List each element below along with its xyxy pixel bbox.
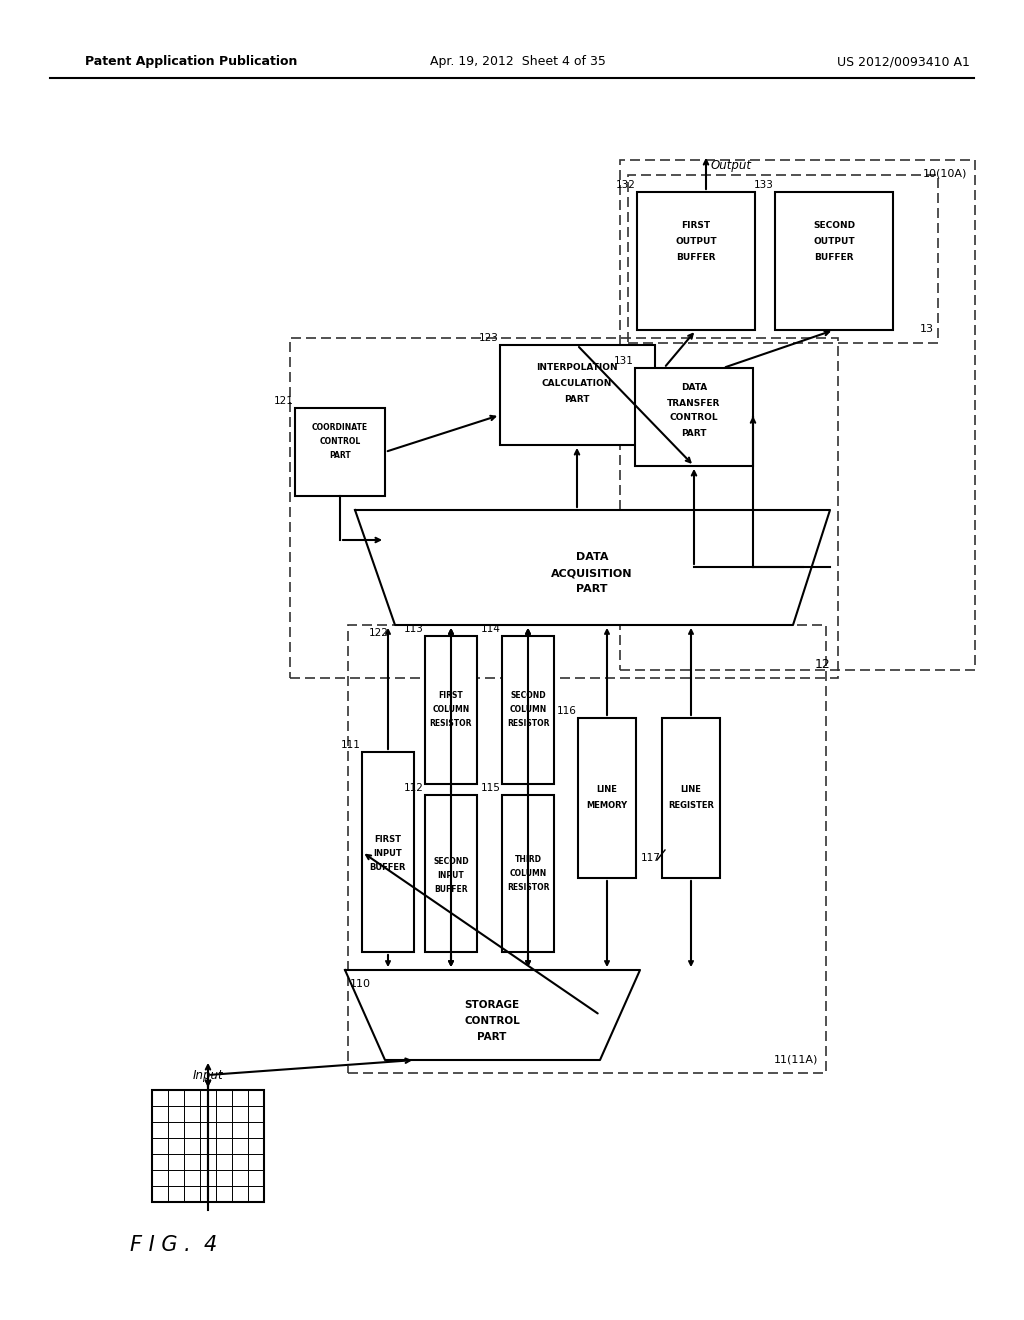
Text: 113: 113 <box>404 624 424 634</box>
Polygon shape <box>355 510 830 624</box>
Text: PART: PART <box>564 395 590 404</box>
Text: CONTROL: CONTROL <box>319 437 360 446</box>
Text: COLUMN: COLUMN <box>509 705 547 714</box>
Bar <box>348 624 826 1073</box>
Text: RESISTOR: RESISTOR <box>507 883 549 891</box>
Text: LINE: LINE <box>681 785 701 795</box>
Text: 110: 110 <box>350 979 371 989</box>
Text: Patent Application Publication: Patent Application Publication <box>85 55 297 69</box>
Text: PART: PART <box>681 429 707 437</box>
Text: US 2012/0093410 A1: US 2012/0093410 A1 <box>838 55 970 69</box>
Text: 131: 131 <box>614 356 634 366</box>
Text: BUFFER: BUFFER <box>676 253 716 263</box>
Text: 11(11A): 11(11A) <box>773 1053 818 1064</box>
Bar <box>578 718 636 878</box>
Text: COLUMN: COLUMN <box>432 705 470 714</box>
Text: MEMORY: MEMORY <box>587 801 628 810</box>
Text: TRANSFER: TRANSFER <box>668 399 721 408</box>
Text: RESISTOR: RESISTOR <box>430 719 472 729</box>
Bar <box>425 795 477 952</box>
Bar <box>152 1090 264 1203</box>
Bar <box>500 345 655 445</box>
Bar <box>662 718 720 878</box>
Text: Apr. 19, 2012  Sheet 4 of 35: Apr. 19, 2012 Sheet 4 of 35 <box>430 55 606 69</box>
Text: 132: 132 <box>616 180 636 190</box>
Text: SECOND: SECOND <box>433 857 469 866</box>
Text: 133: 133 <box>754 180 774 190</box>
Text: PART: PART <box>577 583 608 594</box>
Bar <box>502 795 554 952</box>
Text: ACQUISITION: ACQUISITION <box>551 568 633 578</box>
Text: Input: Input <box>193 1069 223 1082</box>
Text: COORDINATE: COORDINATE <box>312 424 368 433</box>
Bar <box>620 160 975 671</box>
Polygon shape <box>345 970 640 1060</box>
Text: 122: 122 <box>369 628 389 638</box>
Bar <box>628 176 938 343</box>
Text: 116: 116 <box>557 706 577 715</box>
Text: OUTPUT: OUTPUT <box>813 238 855 247</box>
Text: DATA: DATA <box>681 384 708 392</box>
Bar <box>635 368 753 466</box>
Text: 10(10A): 10(10A) <box>923 169 967 180</box>
Text: SECOND: SECOND <box>510 692 546 701</box>
Text: THIRD: THIRD <box>514 854 542 863</box>
Text: INPUT: INPUT <box>374 850 402 858</box>
Text: 117: 117 <box>641 853 662 863</box>
Text: PART: PART <box>329 451 351 461</box>
Text: 12: 12 <box>814 657 830 671</box>
Bar <box>775 191 893 330</box>
Text: FIRST: FIRST <box>438 692 464 701</box>
Text: SECOND: SECOND <box>813 222 855 231</box>
Text: 112: 112 <box>404 783 424 793</box>
Text: F I G .  4: F I G . 4 <box>130 1236 217 1255</box>
Text: DATA: DATA <box>575 552 608 562</box>
Text: INTERPOLATION: INTERPOLATION <box>537 363 617 371</box>
Text: 13: 13 <box>920 323 934 334</box>
Text: BUFFER: BUFFER <box>434 884 468 894</box>
Text: FIRST: FIRST <box>681 222 711 231</box>
Text: CONTROL: CONTROL <box>670 413 718 422</box>
Bar <box>295 408 385 496</box>
Text: 121: 121 <box>274 396 294 407</box>
Text: CONTROL: CONTROL <box>464 1016 520 1026</box>
Text: RESISTOR: RESISTOR <box>507 719 549 729</box>
Text: BUFFER: BUFFER <box>814 253 854 263</box>
Text: COLUMN: COLUMN <box>509 869 547 878</box>
Bar <box>290 338 838 678</box>
Text: STORAGE: STORAGE <box>465 1001 519 1010</box>
Text: 114: 114 <box>481 624 501 634</box>
Text: 123: 123 <box>479 333 499 343</box>
Text: LINE: LINE <box>597 785 617 795</box>
Text: 115: 115 <box>481 783 501 793</box>
Text: REGISTER: REGISTER <box>668 801 714 810</box>
Text: INPUT: INPUT <box>437 870 464 879</box>
Text: FIRST: FIRST <box>375 836 401 845</box>
Bar <box>637 191 755 330</box>
Bar <box>362 752 414 952</box>
Bar <box>425 636 477 784</box>
Text: BUFFER: BUFFER <box>370 863 407 873</box>
Text: Output: Output <box>711 158 752 172</box>
Bar <box>502 636 554 784</box>
Text: CALCULATION: CALCULATION <box>542 379 612 388</box>
Text: PART: PART <box>477 1032 507 1041</box>
Text: 111: 111 <box>341 741 361 750</box>
Text: OUTPUT: OUTPUT <box>675 238 717 247</box>
